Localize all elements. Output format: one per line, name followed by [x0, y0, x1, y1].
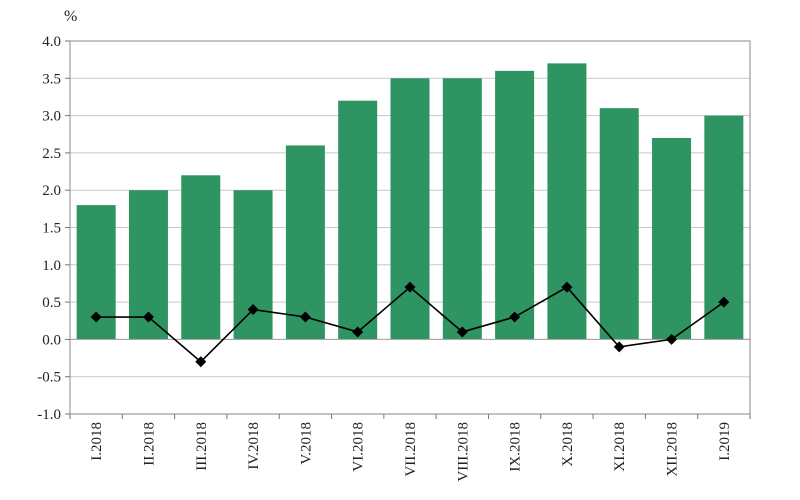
x-tick-label: V.2018 [298, 422, 314, 465]
y-tick-label: 4.0 [42, 34, 61, 50]
diamond-marker [90, 311, 102, 323]
y-tick-label: 0.5 [42, 295, 61, 311]
bar [338, 100, 378, 340]
x-tick-label: IX.2018 [508, 422, 524, 472]
x-tick-label: IV.2018 [246, 422, 262, 470]
diamond-marker [247, 304, 259, 316]
x-tick-label: I.2018 [89, 422, 105, 461]
bar [495, 70, 535, 340]
x-tick-label: XII.2018 [665, 422, 681, 477]
diamond-marker [666, 333, 678, 345]
y-tick-label: -0.5 [37, 370, 61, 386]
x-tick-label: I.2019 [717, 422, 733, 461]
y-tick-label: 2.0 [42, 183, 61, 199]
bar [547, 63, 587, 340]
y-tick-label: 3.5 [42, 71, 61, 87]
x-tick-label: II.2018 [141, 422, 157, 466]
y-axis: 4.0 3.5 3.0 2.5 2.0 1.5 1.0 0.5 0.0 -0.5 -1.0 [37, 34, 70, 423]
x-tick-label: VIII.2018 [455, 422, 471, 482]
y-tick-label: 2.5 [42, 146, 61, 162]
diamond-marker [718, 296, 730, 308]
bar [652, 137, 692, 340]
x-tick-label: III.2018 [194, 422, 210, 471]
y-tick-label: -1.0 [37, 407, 61, 423]
bar [599, 108, 639, 340]
diamond-marker [509, 311, 521, 323]
y-tick-label: 3.0 [42, 109, 61, 125]
bar [181, 175, 221, 340]
diamond-marker [561, 281, 573, 293]
diamond-marker [299, 311, 311, 323]
y-tick-label: 0.0 [42, 332, 61, 348]
diamond-marker [142, 311, 154, 323]
bar-series [76, 63, 744, 340]
x-tick-label: VII.2018 [403, 422, 419, 477]
y-unit-label: % [64, 8, 77, 25]
y-tick-label: 1.0 [42, 258, 61, 274]
line-series [90, 281, 730, 368]
diamond-marker [352, 326, 364, 338]
bar [442, 78, 482, 340]
diamond-marker [195, 356, 207, 368]
diamond-marker [613, 341, 625, 353]
y-tick-label: 1.5 [42, 221, 61, 237]
x-tick-label: X.2018 [560, 422, 576, 467]
diamond-marker [404, 281, 416, 293]
x-axis: I.2018 II.2018 III.2018 IV.2018 V.2018 VI.201… [69, 414, 751, 482]
bar [285, 145, 325, 340]
x-tick-label: XI.2018 [612, 422, 628, 472]
x-tick-label: VI.2018 [351, 422, 367, 472]
diamond-marker [456, 326, 468, 338]
bar [233, 190, 273, 340]
bar [390, 78, 430, 340]
